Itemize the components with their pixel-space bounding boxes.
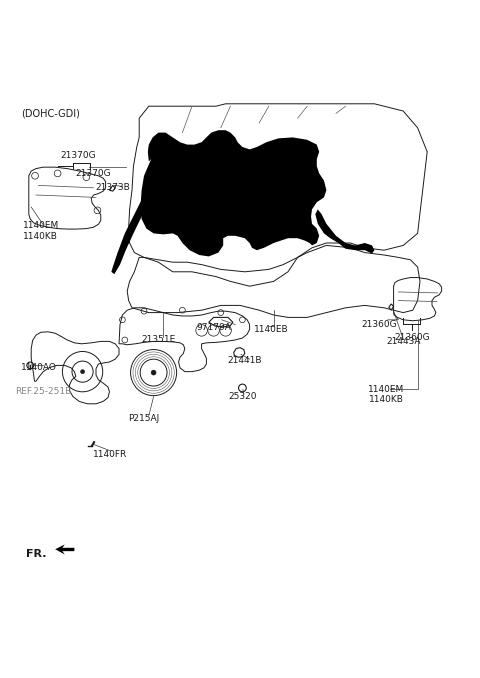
Text: 25320: 25320: [228, 392, 257, 401]
Polygon shape: [111, 189, 153, 274]
Text: (DOHC-GDI): (DOHC-GDI): [22, 108, 81, 119]
Text: 21351E: 21351E: [141, 334, 176, 344]
Circle shape: [81, 370, 84, 374]
Text: 21443A: 21443A: [386, 337, 420, 346]
Polygon shape: [55, 544, 74, 555]
Polygon shape: [315, 210, 374, 254]
Text: P215AJ: P215AJ: [128, 414, 160, 422]
Text: 1140EB: 1140EB: [254, 325, 288, 334]
Text: FR.: FR.: [26, 549, 47, 559]
Text: 21373B: 21373B: [96, 183, 130, 193]
Text: 1140FR: 1140FR: [93, 450, 128, 459]
Text: 21370G: 21370G: [60, 151, 96, 161]
Text: 21360G: 21360G: [394, 334, 430, 342]
Text: 97179A: 97179A: [196, 323, 231, 332]
Polygon shape: [389, 304, 394, 311]
Text: REF.25-251B: REF.25-251B: [15, 387, 72, 397]
Text: 21441B: 21441B: [228, 356, 262, 365]
Text: 1140AO: 1140AO: [21, 363, 56, 372]
Text: 21370G: 21370G: [76, 169, 111, 178]
Text: 1140EM
1140KB: 1140EM 1140KB: [23, 221, 59, 241]
Circle shape: [151, 370, 156, 375]
Text: 1140EM
1140KB: 1140EM 1140KB: [368, 384, 405, 404]
Text: 21360G: 21360G: [361, 320, 397, 329]
Polygon shape: [109, 185, 115, 191]
Polygon shape: [141, 130, 326, 256]
